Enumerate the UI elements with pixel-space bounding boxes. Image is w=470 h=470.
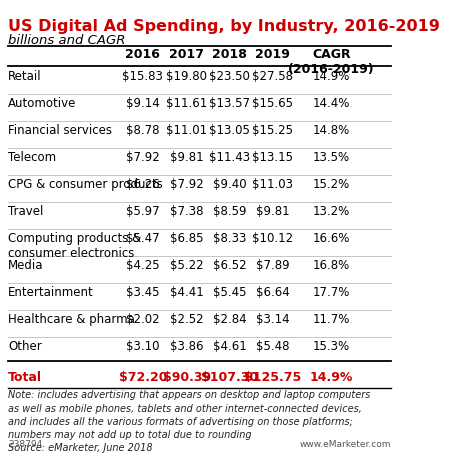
Text: $8.78: $8.78 — [126, 124, 159, 137]
Text: 238794: 238794 — [8, 440, 42, 449]
Text: $3.86: $3.86 — [170, 339, 204, 352]
Text: $10.12: $10.12 — [252, 232, 293, 245]
Text: $6.85: $6.85 — [170, 232, 204, 245]
Text: $4.41: $4.41 — [170, 286, 204, 298]
Text: $9.81: $9.81 — [256, 205, 290, 218]
Text: $5.22: $5.22 — [170, 258, 204, 272]
Text: $7.38: $7.38 — [170, 205, 204, 218]
Text: 11.7%: 11.7% — [313, 313, 350, 326]
Text: 14.4%: 14.4% — [313, 97, 350, 110]
Text: US Digital Ad Spending, by Industry, 2016-2019: US Digital Ad Spending, by Industry, 201… — [8, 19, 440, 33]
Text: 14.9%: 14.9% — [313, 70, 350, 83]
Text: Media: Media — [8, 258, 44, 272]
Text: $7.89: $7.89 — [256, 258, 290, 272]
Text: $5.47: $5.47 — [126, 232, 160, 245]
Text: Automotive: Automotive — [8, 97, 77, 110]
Text: Healthcare & pharma: Healthcare & pharma — [8, 313, 135, 326]
Text: Retail: Retail — [8, 70, 42, 83]
Text: Financial services: Financial services — [8, 124, 112, 137]
Text: $15.25: $15.25 — [252, 124, 293, 137]
Text: $7.92: $7.92 — [170, 178, 204, 191]
Text: $9.81: $9.81 — [170, 151, 204, 164]
Text: $5.45: $5.45 — [213, 286, 247, 298]
Text: 13.5%: 13.5% — [313, 151, 350, 164]
Text: 14.8%: 14.8% — [313, 124, 350, 137]
Text: $6.52: $6.52 — [213, 258, 247, 272]
Text: $2.84: $2.84 — [213, 313, 247, 326]
Text: $7.92: $7.92 — [126, 151, 160, 164]
Text: Other: Other — [8, 339, 42, 352]
Text: $3.45: $3.45 — [126, 286, 159, 298]
Text: 14.9%: 14.9% — [310, 371, 353, 384]
Text: $9.14: $9.14 — [126, 97, 160, 110]
Text: $3.14: $3.14 — [256, 313, 290, 326]
Text: $8.59: $8.59 — [213, 205, 247, 218]
Text: 2018: 2018 — [212, 48, 247, 61]
Text: $13.05: $13.05 — [209, 124, 250, 137]
Text: 2016: 2016 — [125, 48, 160, 61]
Text: $6.26: $6.26 — [126, 178, 160, 191]
Text: Note: includes advertising that appears on desktop and laptop computers
as well : Note: includes advertising that appears … — [8, 391, 370, 453]
Text: $5.48: $5.48 — [256, 339, 290, 352]
Text: $4.25: $4.25 — [126, 258, 160, 272]
Text: $4.61: $4.61 — [213, 339, 247, 352]
Text: $72.20: $72.20 — [118, 371, 167, 384]
Text: $19.80: $19.80 — [166, 70, 207, 83]
Text: 15.3%: 15.3% — [313, 339, 350, 352]
Text: 16.8%: 16.8% — [313, 258, 350, 272]
Text: $5.97: $5.97 — [126, 205, 160, 218]
Text: Travel: Travel — [8, 205, 43, 218]
Text: 16.6%: 16.6% — [313, 232, 350, 245]
Text: $2.52: $2.52 — [170, 313, 204, 326]
Text: $23.50: $23.50 — [209, 70, 250, 83]
Text: $125.75: $125.75 — [244, 371, 301, 384]
Text: $2.02: $2.02 — [126, 313, 160, 326]
Text: Computing products &
consumer electronics: Computing products & consumer electronic… — [8, 232, 141, 260]
Text: $90.39: $90.39 — [163, 371, 211, 384]
Text: Telecom: Telecom — [8, 151, 56, 164]
Text: 2019: 2019 — [255, 48, 290, 61]
Text: 15.2%: 15.2% — [313, 178, 350, 191]
Text: Total: Total — [8, 371, 42, 384]
Text: $107.30: $107.30 — [201, 371, 258, 384]
Text: $6.64: $6.64 — [256, 286, 290, 298]
Text: $11.01: $11.01 — [166, 124, 207, 137]
Text: $3.10: $3.10 — [126, 339, 159, 352]
Text: $15.83: $15.83 — [122, 70, 163, 83]
Text: $27.58: $27.58 — [252, 70, 293, 83]
Text: $13.15: $13.15 — [252, 151, 293, 164]
Text: CPG & consumer products: CPG & consumer products — [8, 178, 163, 191]
Text: $11.43: $11.43 — [209, 151, 251, 164]
Text: $11.61: $11.61 — [166, 97, 207, 110]
Text: 13.2%: 13.2% — [313, 205, 350, 218]
Text: $15.65: $15.65 — [252, 97, 293, 110]
Text: $8.33: $8.33 — [213, 232, 246, 245]
Text: $9.40: $9.40 — [213, 178, 247, 191]
Text: Entertainment: Entertainment — [8, 286, 94, 298]
Text: 2017: 2017 — [169, 48, 204, 61]
Text: CAGR
(2016-2019): CAGR (2016-2019) — [288, 48, 375, 76]
Text: 17.7%: 17.7% — [313, 286, 350, 298]
Text: billions and CAGR: billions and CAGR — [8, 34, 125, 47]
Text: $13.57: $13.57 — [209, 97, 251, 110]
Text: $11.03: $11.03 — [252, 178, 293, 191]
Text: www.eMarketer.com: www.eMarketer.com — [299, 440, 391, 449]
